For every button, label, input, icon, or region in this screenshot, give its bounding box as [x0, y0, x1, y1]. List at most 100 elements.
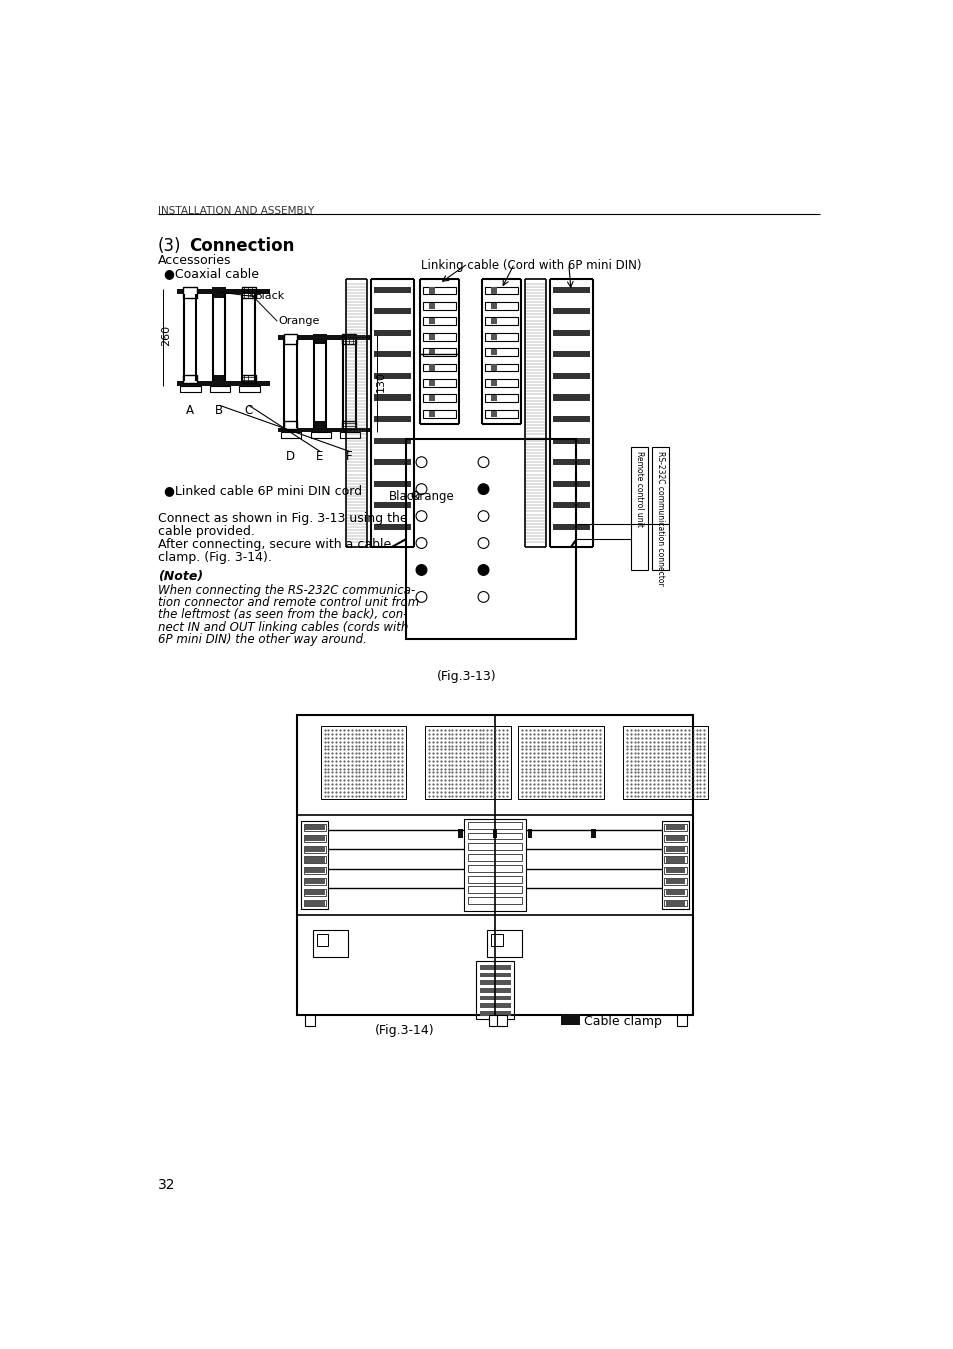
Text: Accessories: Accessories	[158, 254, 232, 267]
Text: Black: Black	[254, 291, 285, 301]
Bar	[665, 835, 684, 840]
Text: A: A	[186, 403, 193, 417]
Bar	[479, 973, 510, 977]
Bar	[278, 428, 371, 432]
Bar	[479, 987, 510, 993]
Bar	[422, 302, 456, 310]
Bar	[303, 867, 326, 874]
Bar	[476, 960, 514, 1018]
Bar	[663, 846, 686, 853]
Text: 260: 260	[161, 325, 172, 345]
Text: When connecting the RS-232C communica-: When connecting the RS-232C communica-	[158, 584, 415, 596]
Text: Remote control unit: Remote control unit	[634, 451, 643, 526]
Bar	[553, 308, 589, 314]
Text: Black: Black	[389, 490, 421, 503]
Bar	[183, 375, 196, 383]
Text: B: B	[215, 403, 223, 417]
Bar	[553, 394, 589, 401]
Text: Orange: Orange	[410, 490, 454, 503]
Bar	[622, 726, 707, 800]
Bar	[303, 878, 326, 885]
Bar	[374, 480, 410, 487]
Bar	[422, 379, 456, 387]
Bar	[429, 318, 435, 324]
Bar	[665, 900, 684, 905]
Text: (Fig.3-13): (Fig.3-13)	[436, 670, 496, 683]
Bar	[303, 900, 326, 907]
Bar	[429, 333, 435, 340]
Bar	[553, 523, 589, 530]
Bar	[311, 432, 331, 438]
Bar	[429, 287, 435, 294]
Bar	[665, 889, 684, 894]
Bar	[484, 286, 517, 294]
Bar	[468, 832, 521, 839]
Text: (Fig.3-14): (Fig.3-14)	[375, 1024, 435, 1037]
Bar	[468, 843, 521, 850]
Bar	[303, 824, 326, 831]
Bar	[374, 394, 410, 401]
Bar	[429, 364, 435, 371]
Bar	[305, 889, 324, 894]
Bar	[677, 1014, 686, 1025]
Bar	[210, 386, 230, 393]
Bar	[180, 386, 200, 393]
Bar	[320, 726, 406, 800]
Bar	[553, 286, 589, 293]
Bar	[468, 897, 521, 904]
Bar	[517, 726, 603, 800]
Bar	[422, 286, 456, 294]
Text: F: F	[346, 449, 353, 463]
Bar	[241, 287, 255, 298]
Bar	[491, 302, 497, 309]
Bar	[342, 333, 356, 344]
Bar	[422, 333, 456, 340]
Bar	[468, 822, 521, 828]
Text: the leftmost (as seen from the back), con-: the leftmost (as seen from the back), co…	[158, 608, 407, 622]
Bar	[374, 308, 410, 314]
Bar	[340, 432, 360, 438]
Bar	[342, 421, 356, 429]
Bar	[663, 824, 686, 831]
Text: Linking cable (Cord with 6P mini DIN): Linking cable (Cord with 6P mini DIN)	[421, 259, 641, 272]
Bar	[468, 854, 521, 861]
Bar	[429, 395, 435, 402]
Text: tion connector and remote control unit from: tion connector and remote control unit f…	[158, 596, 418, 610]
Bar	[278, 335, 371, 340]
Bar	[484, 302, 517, 310]
Bar	[305, 878, 324, 884]
Bar	[484, 348, 517, 356]
Bar	[305, 900, 324, 905]
Bar	[553, 502, 589, 509]
Bar	[464, 819, 525, 911]
Text: nect IN and OUT linking cables (cords with: nect IN and OUT linking cables (cords wi…	[158, 621, 408, 634]
Bar	[663, 835, 686, 842]
Bar	[484, 364, 517, 371]
Bar	[491, 333, 497, 340]
Text: E: E	[316, 449, 323, 463]
Text: D: D	[286, 449, 294, 463]
Bar	[553, 437, 589, 444]
Bar	[553, 459, 589, 465]
Bar	[281, 432, 301, 438]
Bar	[422, 364, 456, 371]
Bar	[468, 886, 521, 893]
Bar	[484, 379, 517, 387]
Bar	[305, 846, 324, 851]
Bar	[484, 394, 517, 402]
Circle shape	[477, 565, 488, 576]
Text: Orange: Orange	[278, 316, 319, 326]
Bar	[429, 410, 435, 417]
Bar	[553, 372, 589, 379]
Bar	[301, 822, 328, 909]
Bar	[422, 410, 456, 418]
Bar	[479, 996, 510, 1001]
Bar	[493, 828, 497, 838]
Bar	[303, 857, 326, 863]
Bar	[479, 965, 510, 970]
Text: 32: 32	[158, 1178, 175, 1193]
Bar	[479, 1012, 510, 1016]
Circle shape	[477, 484, 488, 495]
Bar	[374, 329, 410, 336]
Bar	[422, 348, 456, 356]
